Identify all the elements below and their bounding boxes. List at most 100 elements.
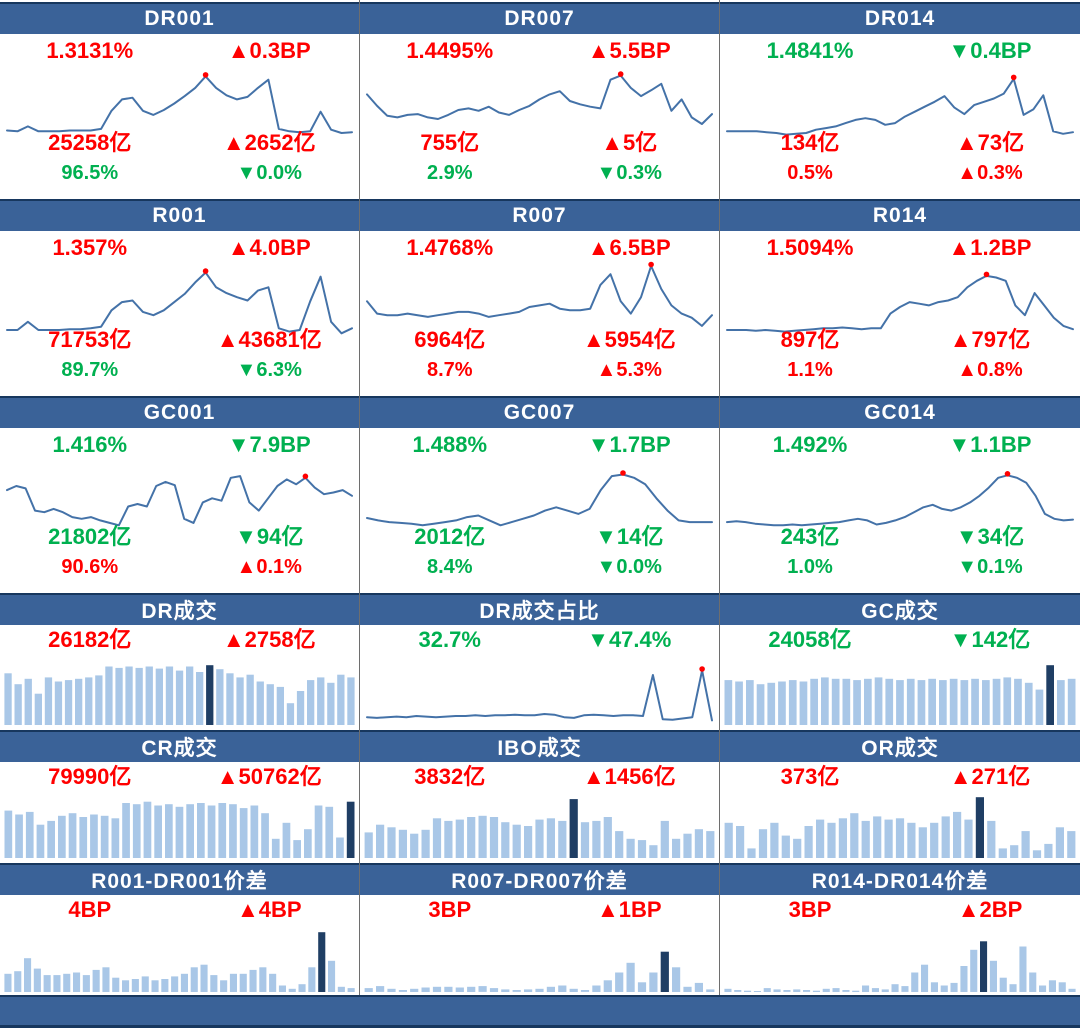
stat-volume: 25258亿 xyxy=(48,130,132,155)
panel-title: R001-DR001价差 xyxy=(91,870,268,893)
stat-rate: 1.3131% xyxy=(46,38,134,63)
panel-header: GC成交 xyxy=(720,593,1080,625)
line-chart-GC014 xyxy=(723,452,1077,538)
stat-share: 0.5% xyxy=(787,162,833,184)
stat-volume-change: ▲50762亿 xyxy=(216,764,322,789)
stat-share-change: ▼0.3% xyxy=(596,162,662,184)
line-chart-R014 xyxy=(723,255,1077,341)
panel-header: R001 xyxy=(0,199,359,231)
panel-GC007: GC007 1.488% ▼1.7BP 2012亿 ▼14亿 8.4% ▼0.0% xyxy=(360,394,720,591)
panel-title: DR成交 xyxy=(141,600,218,623)
stat-rate: 1.4841% xyxy=(766,38,854,63)
panel-title: GC014 xyxy=(864,401,936,424)
stat-rate: 1.357% xyxy=(52,235,128,260)
stat-volume-change: ▼34亿 xyxy=(955,524,1025,549)
stat-volume: 79990亿 xyxy=(48,764,132,789)
stat-share-change: ▲0.8% xyxy=(957,359,1023,381)
stat-volume-change: ▲1456亿 xyxy=(582,764,676,789)
panel-title: R014 xyxy=(872,204,928,227)
line-chart-DR007 xyxy=(363,58,716,144)
stat-share-change: ▼0.1% xyxy=(957,556,1023,578)
stat-share-change: ▼6.3% xyxy=(236,359,302,381)
panel-header: R007-DR007价差 xyxy=(360,863,719,895)
panel-R001: R001 1.357% ▲4.0BP 71753亿 ▲43681亿 89.7% ▼6.3% xyxy=(0,197,360,394)
panel-title: R014-DR014价差 xyxy=(811,870,989,893)
panel-title: DR007 xyxy=(504,7,575,30)
bar-chart-DR-volume xyxy=(3,657,356,725)
stat-volume: 134亿 xyxy=(780,130,840,155)
stat-volume: 71753亿 xyxy=(48,327,132,352)
stat-volume: 2012亿 xyxy=(414,524,486,549)
stat-rate-change: ▼7.9BP xyxy=(227,432,311,457)
stat-volume: 897亿 xyxy=(780,327,840,352)
stat-rate: 1.4768% xyxy=(406,235,494,260)
panel-title: R007-DR007价差 xyxy=(451,870,628,893)
stat-rate-change: ▲4.0BP xyxy=(227,235,311,260)
stat-volume: 4BP xyxy=(68,897,112,922)
panel-GC014: GC014 1.492% ▼1.1BP 243亿 ▼34亿 1.0% ▼0.1% xyxy=(720,394,1080,591)
panel-header: DR007 xyxy=(360,2,719,34)
stat-volume-change: ▲271亿 xyxy=(949,764,1031,789)
panel-grid: DR001 1.3131% ▲0.3BP 25258亿 ▲2652亿 96.5% ▼0.0… xyxy=(0,0,1080,995)
stat-volume: 24058亿 xyxy=(768,627,852,652)
stat-rate-change: ▼0.4BP xyxy=(948,38,1032,63)
panel-title: GC001 xyxy=(143,401,216,424)
panel-R007: R007 1.4768% ▲6.5BP 6964亿 ▲5954亿 8.7% ▲5.3% xyxy=(360,197,720,394)
stat-volume-change: ▲43681亿 xyxy=(216,327,322,352)
stat-share: 1.1% xyxy=(787,359,833,381)
bar-chart-GC-volume xyxy=(723,657,1077,725)
stat-volume-change: ▲2BP xyxy=(957,897,1023,922)
stat-volume-change: ▲2758亿 xyxy=(222,627,316,652)
stat-volume-change: ▲5954亿 xyxy=(582,327,676,352)
bar-chart-IBO-volume xyxy=(363,794,716,858)
stat-rate-change: ▲6.5BP xyxy=(587,235,671,260)
stat-volume-change: ▲4BP xyxy=(236,897,302,922)
panel-OR-volume: OR成交 373亿 ▲271亿 xyxy=(720,728,1080,861)
stat-rate: 1.416% xyxy=(52,432,128,457)
panel-R014: R014 1.5094% ▲1.2BP 897亿 ▲797亿 1.1% ▲0.8% xyxy=(720,197,1080,394)
stat-volume-change: ▲2652亿 xyxy=(222,130,316,155)
stat-volume: 3BP xyxy=(788,897,832,922)
stat-volume: 26182亿 xyxy=(48,627,132,652)
panel-header: R014 xyxy=(720,199,1080,231)
stat-share-change: ▲0.3% xyxy=(957,162,1023,184)
panel-header: R014-DR014价差 xyxy=(720,863,1080,895)
panel-title: R001 xyxy=(152,204,207,227)
panel-R014-DR014-spread: R014-DR014价差 3BP ▲2BP xyxy=(720,861,1080,995)
panel-header: DR001 xyxy=(0,2,359,34)
panel-DR-share: DR成交占比 32.7% ▼47.4% xyxy=(360,591,720,728)
panel-header: CR成交 xyxy=(0,730,359,762)
footer-bar xyxy=(0,995,1080,1028)
panel-title: DR001 xyxy=(144,7,215,30)
stat-share-change: ▼0.0% xyxy=(596,556,662,578)
stat-rate: 1.492% xyxy=(772,432,848,457)
stat-share: 2.9% xyxy=(426,162,473,184)
panel-header: OR成交 xyxy=(720,730,1080,762)
panel-CR-volume: CR成交 79990亿 ▲50762亿 xyxy=(0,728,360,861)
stat-rate-change: ▲0.3BP xyxy=(227,38,311,63)
line-chart-GC001 xyxy=(3,452,356,538)
panel-DR007: DR007 1.4495% ▲5.5BP 755亿 ▲5亿 2.9% ▼0.3% xyxy=(360,0,720,197)
panel-title: GC成交 xyxy=(861,600,939,623)
stat-share: 1.0% xyxy=(787,556,833,578)
panel-DR001: DR001 1.3131% ▲0.3BP 25258亿 ▲2652亿 96.5% ▼0.0… xyxy=(0,0,360,197)
panel-title: DR成交占比 xyxy=(479,600,600,623)
bar-chart-OR-volume xyxy=(723,794,1077,858)
stat-volume: 6964亿 xyxy=(414,327,486,352)
stat-share: 96.5% xyxy=(61,162,119,184)
stat-rate-change: ▲1.2BP xyxy=(948,235,1032,260)
panel-title: IBO成交 xyxy=(497,737,582,760)
panel-header: R001-DR001价差 xyxy=(0,863,359,895)
panel-header: GC001 xyxy=(0,396,359,428)
stat-volume: 21802亿 xyxy=(48,524,132,549)
panel-header: R007 xyxy=(360,199,719,231)
panel-title: CR成交 xyxy=(141,737,218,760)
stat-volume: 243亿 xyxy=(780,524,840,549)
stat-share-change: ▲5.3% xyxy=(596,359,662,381)
stat-share: 8.4% xyxy=(426,556,473,578)
stat-share: 90.6% xyxy=(61,556,119,578)
panel-GC-volume: GC成交 24058亿 ▼142亿 xyxy=(720,591,1080,728)
panel-title: R007 xyxy=(512,204,567,227)
stat-rate: 1.488% xyxy=(412,432,488,457)
